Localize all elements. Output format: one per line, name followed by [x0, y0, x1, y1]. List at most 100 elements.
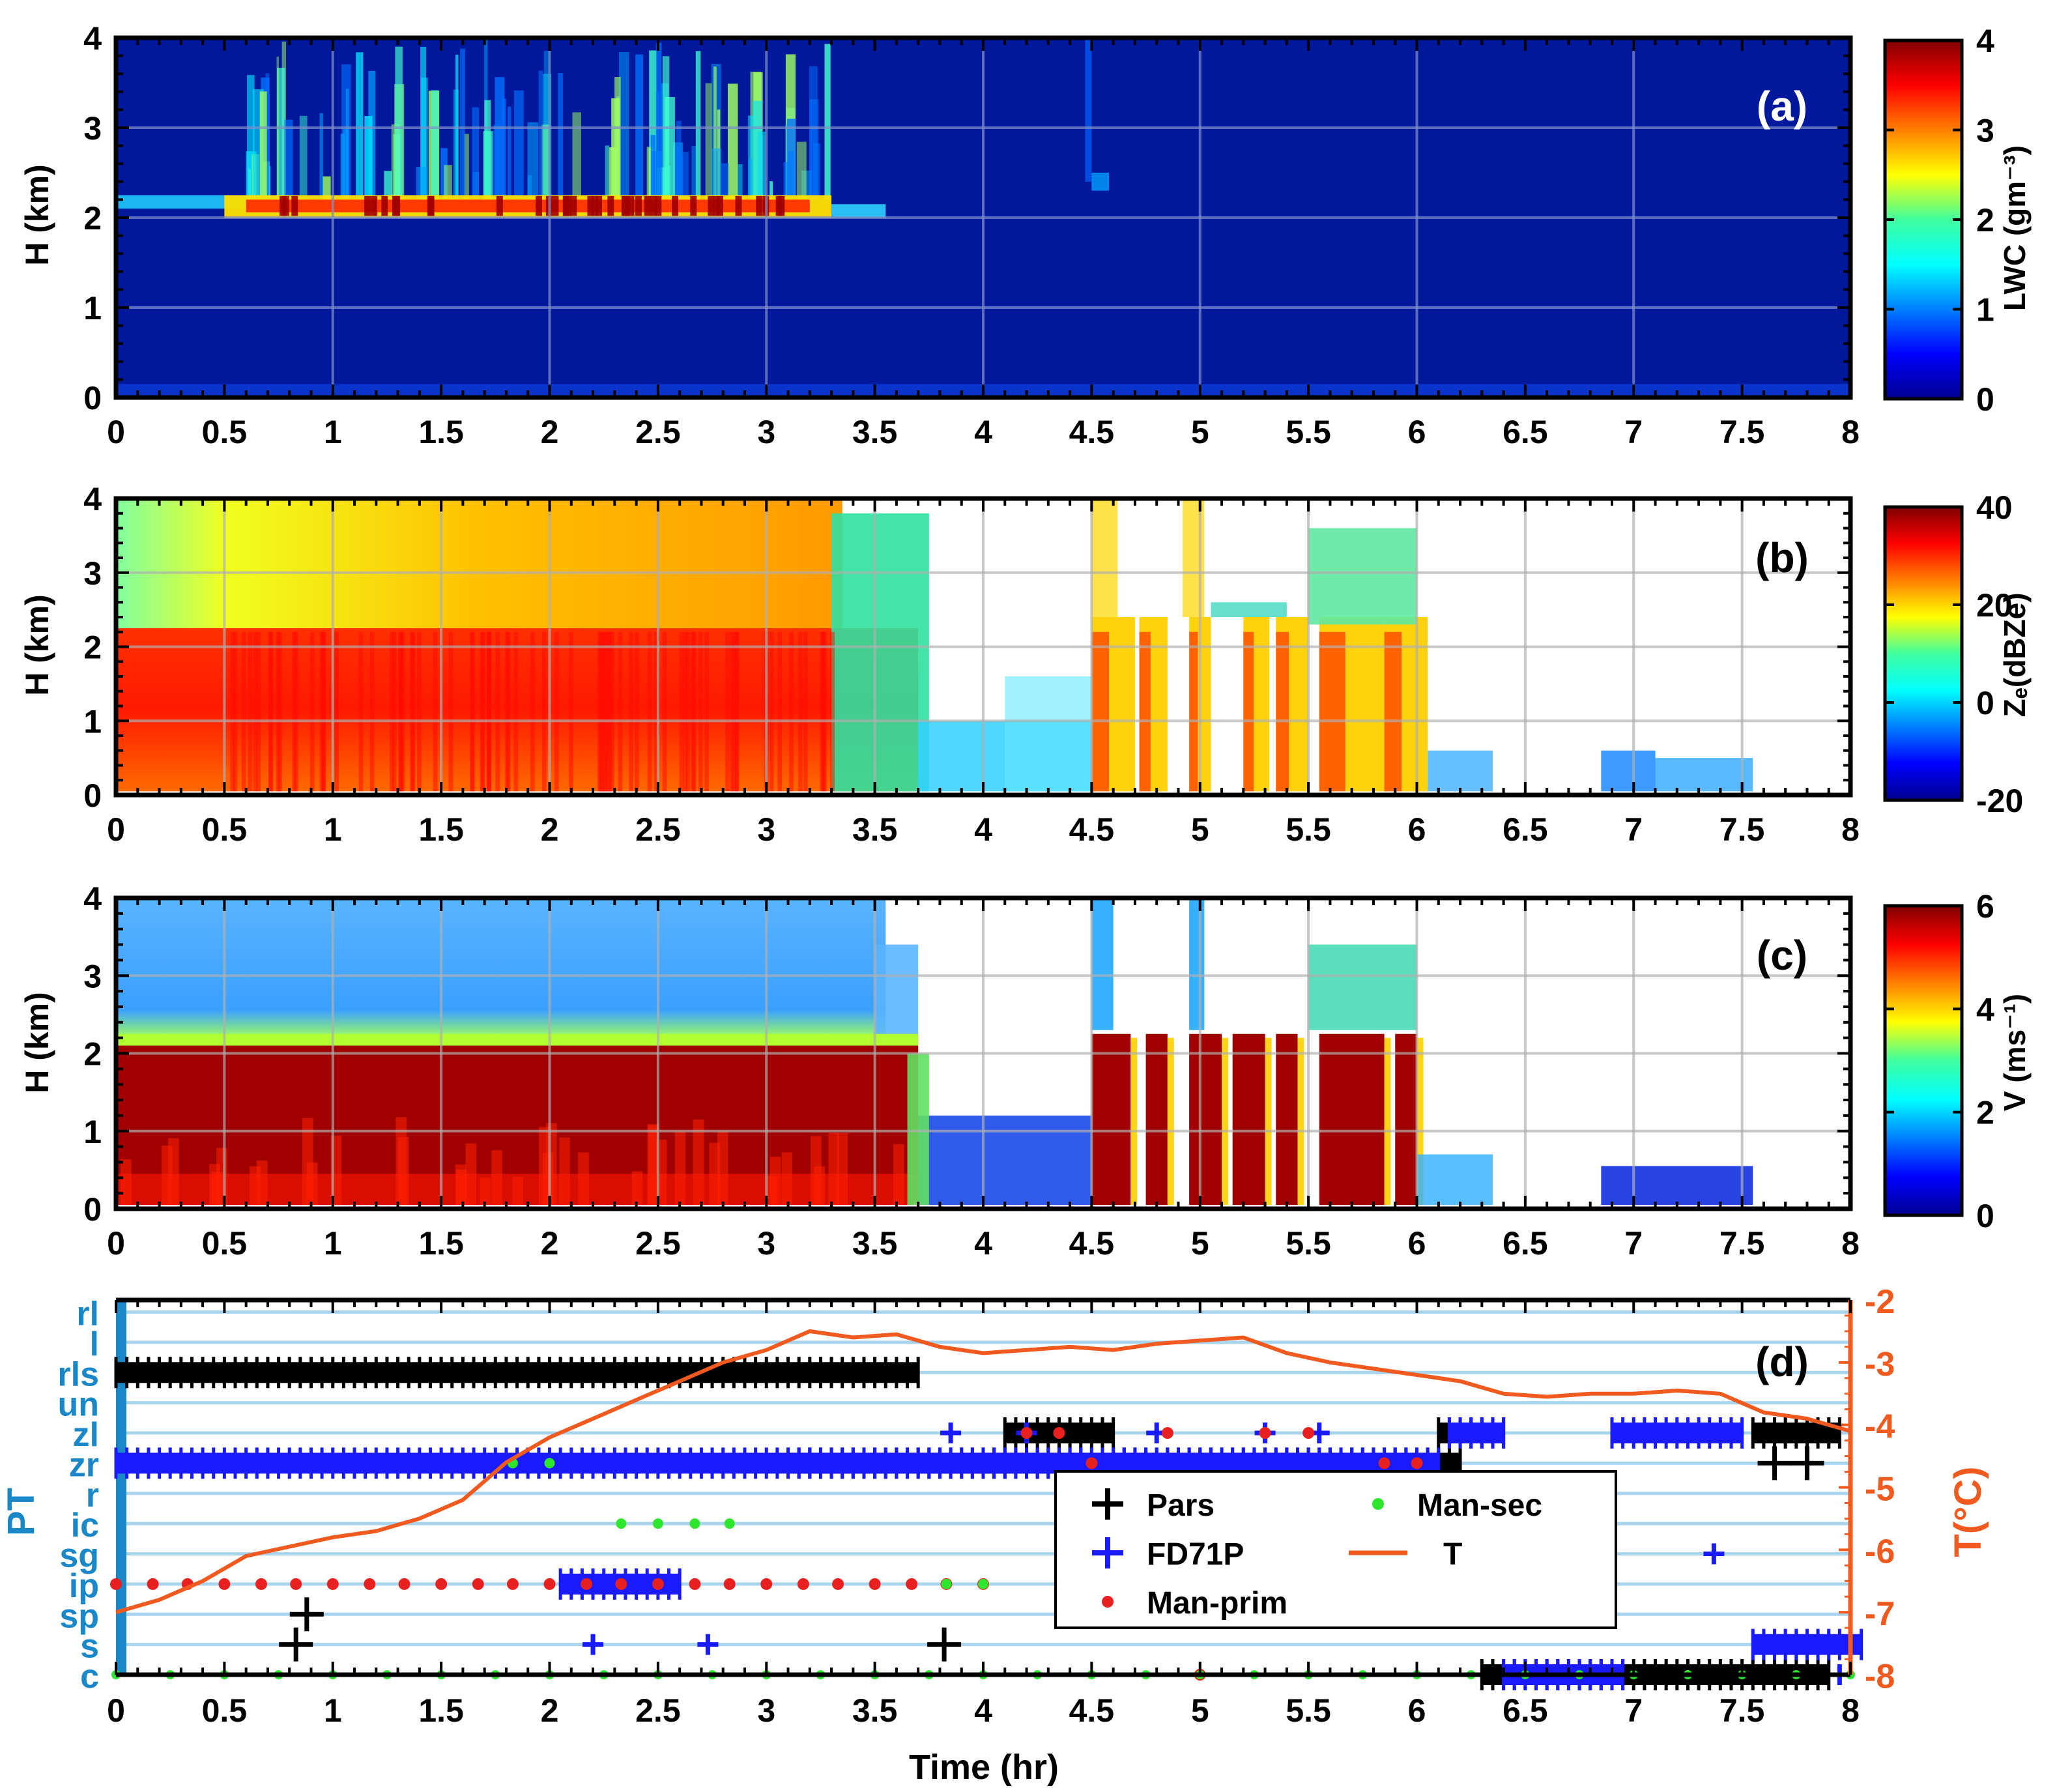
x-tick-label: 5.5 [1286, 1692, 1331, 1729]
lwc-peak-cell [690, 195, 697, 216]
panel-c: 0 0.5 1 1.5 2 2.5 3 3.5 4 4.5 5 5.5 6 6.5 7 7.5 8 0 1 2 3 4 H… [19, 880, 2032, 1262]
man-sec-point [616, 1518, 627, 1529]
panel-a: 0 0.5 1 1.5 2 2.5 3 3.5 4 4.5 5 5.5 6 6.5 7 7.5 8 0 1 2 3 4 H… [19, 20, 2032, 450]
lwc-peak-cell [635, 195, 642, 216]
ze-streak [679, 631, 684, 792]
colorbar-tick-label: 1 [1976, 292, 1994, 328]
ze-cell-core [1319, 631, 1345, 792]
x-tick-label: 0.5 [202, 1692, 248, 1729]
x-tick-label: 0 [107, 1225, 125, 1262]
x-tick-label: 3.5 [852, 1692, 898, 1729]
legend-label: Man-prim [1147, 1586, 1287, 1621]
lwc-peak-cell [371, 195, 378, 216]
v-rain-streak [162, 1146, 173, 1206]
man-prim-point [290, 1578, 302, 1590]
panel-a-colorbar-label: LWC (gm⁻³) [1998, 145, 2032, 311]
man-prim-point [1411, 1457, 1423, 1469]
x-tick-label: 0 [107, 811, 125, 848]
panel-b: 0 0.5 1 1.5 2 2.5 3 3.5 4 4.5 5 5.5 6 6.5 7 7.5 8 0 1 2 3 4 H… [19, 481, 2032, 848]
x-tick-label: 0.5 [202, 1225, 248, 1262]
man-prim-point [398, 1578, 410, 1590]
legend-label: Pars [1147, 1488, 1215, 1523]
lwc-peak-cell [607, 195, 614, 216]
category-label: ic [71, 1507, 99, 1544]
x-tick-label: 5.5 [1286, 414, 1331, 450]
colorbar-tick-label: 20 [1976, 587, 2013, 624]
colorbar-tick-label: 40 [1976, 489, 2013, 526]
v-rain-streak [491, 1150, 502, 1206]
lwc-peak-cell [427, 195, 435, 216]
lwc-fallstreak [416, 167, 427, 200]
v-cell-edge [1384, 1037, 1391, 1206]
pars-point [1790, 1446, 1824, 1481]
fd71p-point [940, 1423, 962, 1444]
lwc-fallstreak [618, 52, 629, 200]
x-tick-label: 3 [757, 811, 775, 848]
category-label: r [86, 1477, 99, 1514]
lwc-fallstreak [541, 124, 550, 200]
ze-streak [389, 631, 394, 792]
temperature-line [115, 1329, 1851, 1615]
man-prim-point [723, 1578, 736, 1590]
lwc-peak-cell [535, 195, 542, 216]
x-tick-label: 0 [107, 1692, 125, 1729]
ze-streak [233, 631, 238, 792]
lwc-fallstreak [527, 175, 532, 200]
legend-box [1054, 1470, 1617, 1629]
lwc-fallstreak [484, 100, 491, 200]
v-rain-cell [1189, 1033, 1222, 1206]
v-rain-streak [709, 1142, 720, 1206]
lwc-fallstreak [650, 135, 655, 200]
x-tick-label: 2.5 [635, 1225, 681, 1262]
panel-d-y2label: T(°C) [1947, 1466, 1989, 1557]
v-rain-streak [693, 1119, 704, 1206]
x-tick-label: 5 [1191, 811, 1209, 848]
v-cell-edge [1130, 1037, 1138, 1206]
panel-d-letter: (d) [1755, 1338, 1809, 1385]
v-rain-cell [1395, 1033, 1417, 1206]
ze-streak [662, 631, 667, 792]
legend-label: FD71P [1147, 1537, 1244, 1572]
x-tick-label: 3.5 [852, 811, 898, 848]
lwc-fallstreak [444, 165, 452, 200]
ze-cell-core [1139, 631, 1151, 792]
v-rain-streak [717, 1131, 728, 1206]
legend-label: T [1443, 1537, 1462, 1572]
pars-point [279, 1627, 313, 1662]
x-tick-label: 8 [1841, 414, 1860, 450]
lwc-fallstreak [649, 50, 657, 200]
y-tick-label: 4 [83, 880, 102, 917]
lwc-fallstreak [284, 119, 293, 200]
lwc-fallstreak [464, 134, 469, 200]
lwc-fallstreak [507, 106, 511, 200]
colorbar-tick-label: 4 [1976, 991, 1994, 1028]
man-prim-point [1020, 1427, 1033, 1439]
y2-tick-label: -3 [1865, 1346, 1895, 1383]
v-rain-streak [828, 1133, 840, 1206]
y2-tick-label: -5 [1865, 1471, 1895, 1509]
v-rain-streak [545, 1123, 557, 1206]
x-tick-label: 3 [757, 1692, 775, 1729]
lwc-peak-cell [381, 195, 388, 216]
y-tick-label: 2 [83, 200, 102, 237]
man-prim-point [435, 1578, 448, 1590]
y-tick-label: 1 [83, 290, 102, 326]
lwc-fallstreak [459, 48, 465, 200]
lwc-fallstreak [340, 134, 345, 200]
man-prim-point [326, 1578, 339, 1590]
x-tick-label: 1 [324, 1225, 342, 1262]
x-tick-label: 0 [107, 414, 125, 450]
man-sec-point [652, 1518, 663, 1529]
x-tick-label: 7.5 [1719, 1692, 1765, 1729]
y-tick-label: 0 [83, 777, 102, 814]
man-prim-point [906, 1578, 918, 1590]
ze-streak [470, 631, 475, 792]
ze-streak [530, 631, 535, 792]
panel-a-letter: (a) [1757, 83, 1807, 130]
lwc-peak-cell [394, 195, 401, 216]
ze-streak [618, 631, 623, 792]
colorbar-tick-label: -20 [1976, 783, 2023, 819]
lwc-peak-cell [279, 195, 286, 216]
ze-cell-core [1384, 631, 1402, 792]
lwc-layer-peak [246, 199, 810, 212]
